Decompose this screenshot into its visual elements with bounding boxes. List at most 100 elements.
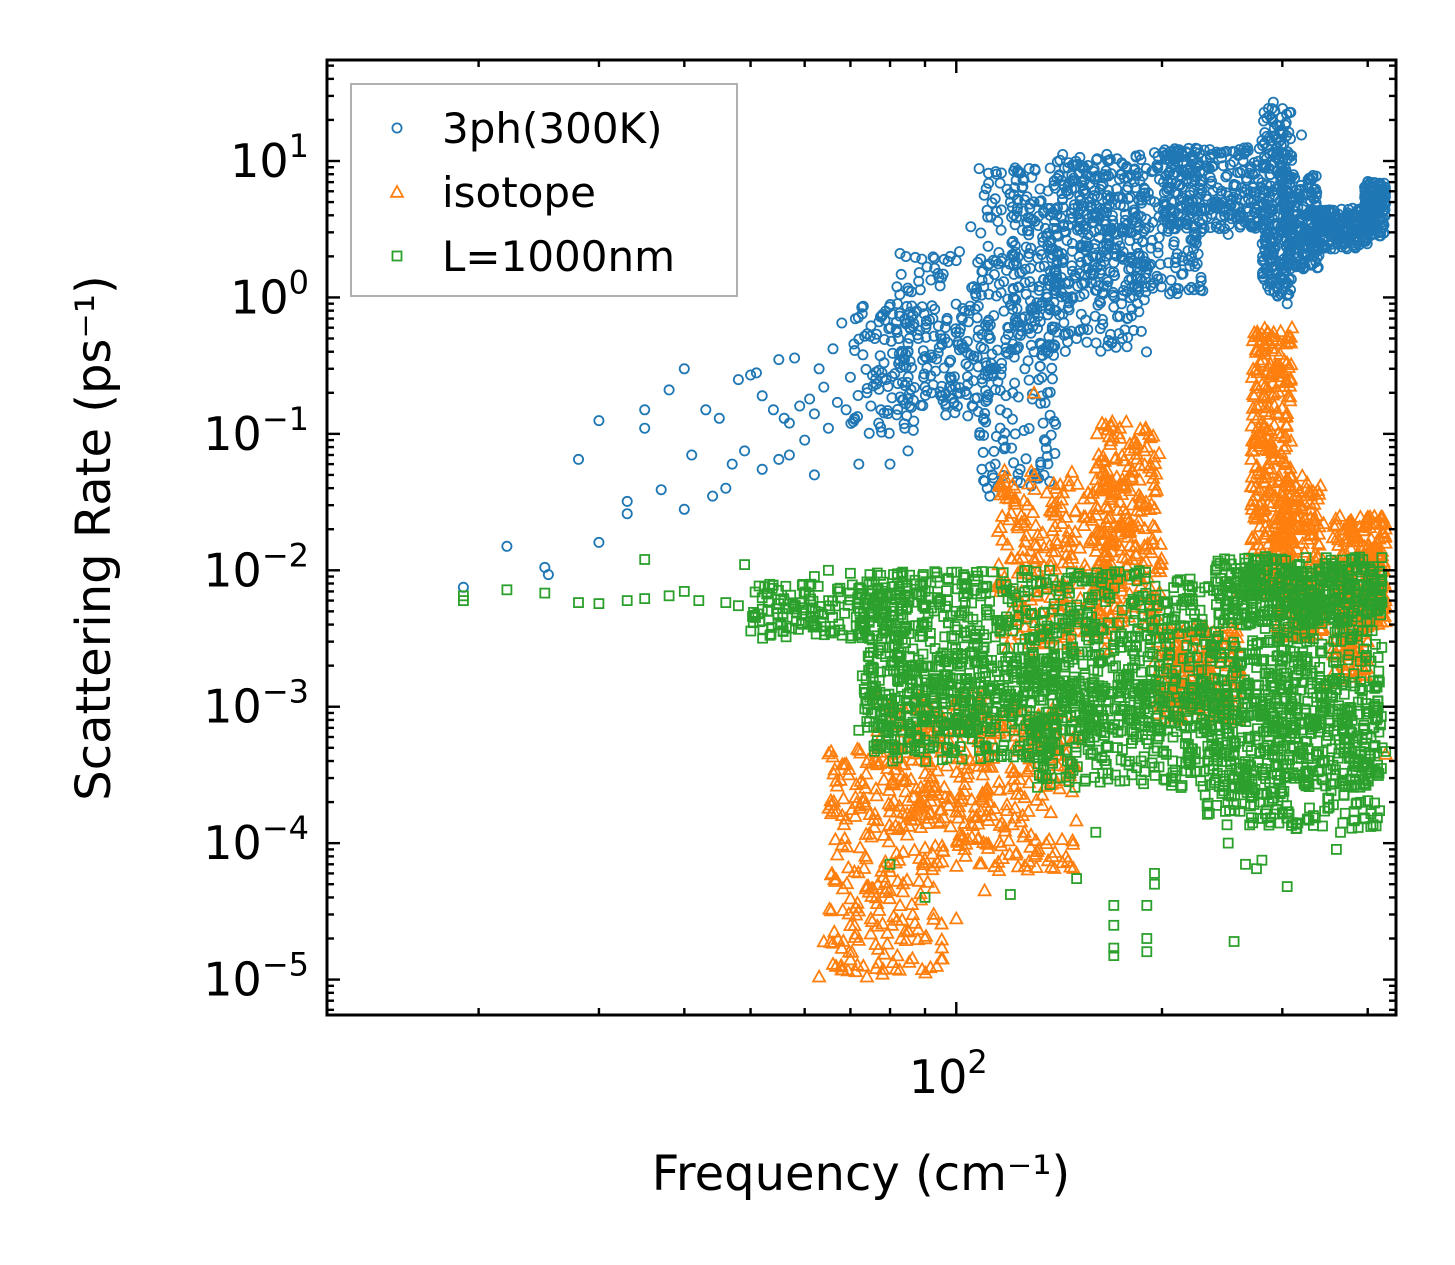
data-point <box>844 801 860 815</box>
data-point <box>1048 495 1064 510</box>
data-point <box>1152 247 1164 259</box>
data-point <box>1271 165 1283 177</box>
data-point <box>1361 227 1373 239</box>
data-point <box>1224 195 1236 207</box>
data-point <box>542 569 554 581</box>
data-point <box>1026 550 1042 565</box>
data-point <box>686 449 698 461</box>
data-point <box>1247 181 1259 193</box>
data-point <box>1065 860 1081 874</box>
data-point <box>992 817 1008 831</box>
data-point <box>1029 315 1041 327</box>
data-point <box>963 360 975 372</box>
data-point <box>1277 182 1289 194</box>
data-point <box>1034 316 1046 328</box>
data-point <box>1017 533 1034 548</box>
data-point <box>881 795 897 810</box>
data-point <box>1093 482 1109 497</box>
data-point <box>823 866 839 881</box>
data-point <box>1275 139 1287 151</box>
data-point <box>1224 159 1236 171</box>
data-point <box>1178 150 1190 162</box>
data-point <box>1109 468 1125 483</box>
data-point <box>895 804 911 819</box>
data-point <box>869 812 886 827</box>
data-point <box>957 848 974 862</box>
data-point <box>1020 453 1032 465</box>
data-point <box>856 301 868 313</box>
data-point <box>976 266 988 278</box>
data-point <box>1094 224 1106 236</box>
data-point <box>1088 459 1104 474</box>
data-point <box>975 227 987 239</box>
data-point <box>1060 554 1076 568</box>
data-point <box>1046 373 1058 385</box>
data-point <box>1209 202 1221 214</box>
data-point <box>1220 145 1232 157</box>
data-point <box>905 906 921 921</box>
data-point <box>1065 531 1082 546</box>
data-point <box>891 798 907 812</box>
data-point <box>1134 250 1146 262</box>
data-point <box>1135 154 1147 166</box>
data-point <box>1097 547 1113 561</box>
data-point <box>1060 472 1077 487</box>
data-point <box>1098 478 1114 493</box>
data-point <box>1082 213 1094 225</box>
data-point <box>1285 273 1297 285</box>
data-point <box>1027 848 1043 862</box>
data-point <box>1376 222 1388 234</box>
data-point <box>1057 201 1069 213</box>
data-point <box>963 304 975 316</box>
data-point <box>951 803 967 818</box>
data-point <box>962 371 974 383</box>
data-point <box>878 357 890 369</box>
data-point <box>898 783 914 798</box>
data-point <box>1158 176 1170 188</box>
data-point <box>892 962 908 976</box>
data-point <box>1296 129 1308 141</box>
data-point <box>1145 428 1161 442</box>
data-point <box>852 839 868 854</box>
data-point <box>1187 219 1199 231</box>
data-point <box>1215 147 1227 159</box>
data-point <box>1057 772 1074 786</box>
series-3ph-300k <box>457 96 1392 593</box>
data-point <box>950 809 966 824</box>
data-point <box>992 215 1004 227</box>
data-point <box>663 384 675 396</box>
data-point <box>849 313 861 325</box>
data-point <box>851 932 867 946</box>
data-point <box>1260 160 1272 172</box>
data-point <box>1022 543 1039 557</box>
data-point <box>1122 482 1138 497</box>
data-point <box>975 766 991 781</box>
data-point <box>911 873 927 887</box>
data-point <box>877 884 893 898</box>
data-point <box>882 408 894 420</box>
data-point <box>783 449 795 461</box>
data-point <box>929 762 945 777</box>
data-point <box>1103 184 1115 196</box>
data-point <box>1136 442 1152 457</box>
data-point <box>992 486 1009 501</box>
data-point <box>883 797 899 812</box>
data-point <box>893 333 905 345</box>
data-point <box>906 842 923 856</box>
data-point <box>1020 241 1032 253</box>
data-point <box>931 815 947 829</box>
data-point <box>1071 332 1083 344</box>
data-point <box>902 338 914 350</box>
data-point <box>1018 527 1035 542</box>
data-point <box>1132 167 1144 179</box>
data-point <box>1134 258 1146 270</box>
data-point <box>1138 225 1150 237</box>
data-point <box>799 434 811 446</box>
data-point <box>926 906 942 920</box>
data-point <box>1228 156 1240 168</box>
data-point <box>1088 543 1104 557</box>
data-point <box>939 322 951 334</box>
data-point <box>839 838 855 853</box>
data-point <box>840 766 856 781</box>
data-point <box>1027 281 1039 293</box>
